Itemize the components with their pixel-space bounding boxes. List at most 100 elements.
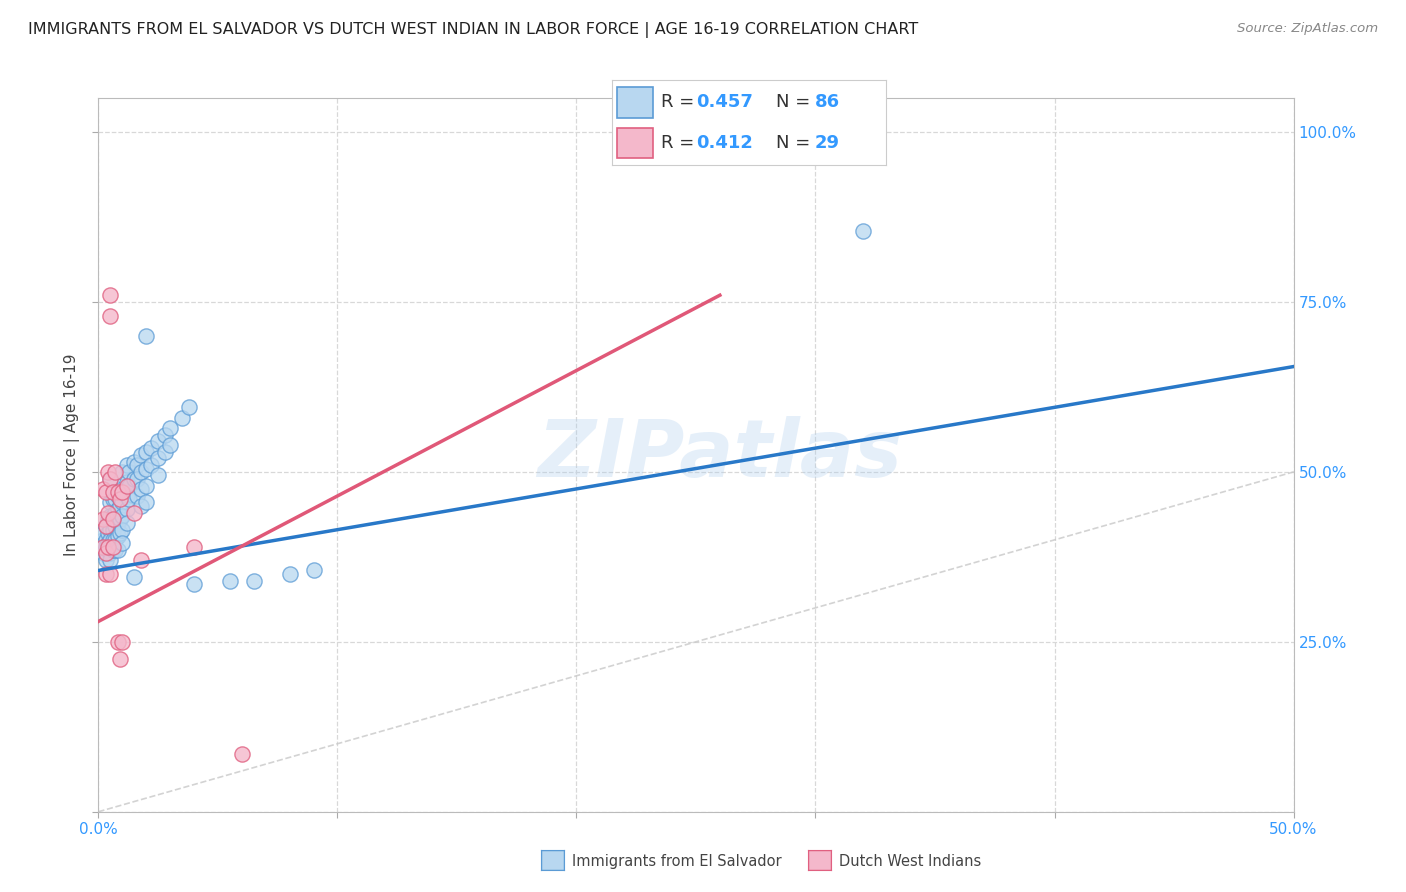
Point [131, 499, 153, 513]
Point [107, 516, 129, 530]
Point [108, 512, 131, 526]
Point [135, 444, 157, 458]
Point [148, 468, 170, 483]
Point [852, 224, 875, 238]
Point [159, 421, 181, 435]
Point [101, 509, 124, 524]
Bar [617, 128, 652, 158]
Point [111, 536, 134, 550]
Point [104, 533, 127, 547]
Point [155, 427, 177, 442]
Text: N =: N = [776, 134, 815, 152]
Point [94, 546, 117, 560]
Text: 0.457: 0.457 [696, 94, 754, 112]
Point [183, 540, 205, 554]
Point [94, 519, 117, 533]
Point [107, 543, 129, 558]
Point [115, 475, 138, 489]
Point [111, 635, 134, 649]
Point [101, 543, 124, 558]
Point [125, 489, 148, 503]
Point [107, 502, 129, 516]
Point [104, 519, 127, 533]
Text: 86: 86 [814, 94, 839, 112]
Point [131, 482, 153, 496]
Point [98, 540, 122, 554]
Point [101, 485, 124, 500]
Text: ZIPatlas: ZIPatlas [537, 416, 903, 494]
Point [107, 635, 129, 649]
Text: Source: ZipAtlas.com: Source: ZipAtlas.com [1237, 22, 1378, 36]
Point [172, 410, 194, 425]
Point [97, 465, 120, 479]
Point [108, 492, 131, 507]
Point [94, 546, 117, 560]
Point [135, 495, 157, 509]
Point [108, 526, 131, 541]
Point [131, 553, 153, 567]
Point [139, 441, 162, 455]
Point [107, 489, 129, 503]
Point [101, 523, 124, 537]
Point [94, 540, 117, 554]
Point [139, 458, 162, 472]
Point [98, 472, 122, 486]
Point [179, 401, 201, 415]
Point [135, 478, 157, 492]
Point [98, 546, 122, 560]
Point [124, 570, 146, 584]
Point [115, 458, 138, 472]
Point [98, 533, 122, 547]
Point [131, 465, 153, 479]
Point [104, 492, 127, 507]
Point [183, 577, 205, 591]
Point [91, 540, 114, 554]
Point [94, 566, 117, 581]
Point [125, 458, 148, 472]
Point [108, 485, 131, 500]
Point [115, 502, 138, 516]
Point [94, 519, 117, 533]
Point [94, 533, 117, 547]
Point [98, 495, 122, 509]
Point [98, 509, 122, 524]
Point [91, 533, 114, 547]
Point [118, 478, 141, 492]
Point [111, 523, 134, 537]
Point [243, 574, 266, 588]
Point [115, 489, 138, 503]
Point [219, 574, 242, 588]
Point [104, 543, 127, 558]
Text: R =: R = [661, 94, 700, 112]
Point [101, 540, 124, 554]
Text: 29: 29 [814, 134, 839, 152]
Point [97, 543, 120, 558]
Point [98, 288, 122, 302]
Point [107, 485, 129, 500]
Point [111, 509, 134, 524]
Point [91, 512, 114, 526]
Point [115, 478, 138, 492]
Point [124, 472, 146, 486]
Point [118, 492, 141, 507]
Point [101, 492, 124, 507]
Y-axis label: In Labor Force | Age 16-19: In Labor Force | Age 16-19 [63, 353, 80, 557]
Point [155, 444, 177, 458]
Point [148, 434, 170, 449]
Point [135, 329, 157, 343]
Point [124, 506, 146, 520]
Point [98, 523, 122, 537]
Point [135, 461, 157, 475]
Point [115, 516, 138, 530]
Point [231, 747, 253, 761]
Point [104, 506, 127, 520]
Point [131, 448, 153, 462]
Point [124, 455, 146, 469]
Text: Dutch West Indians: Dutch West Indians [839, 855, 981, 869]
Point [101, 512, 124, 526]
Point [97, 506, 120, 520]
Point [104, 465, 127, 479]
Point [98, 472, 122, 486]
Point [302, 564, 325, 578]
Point [91, 526, 114, 541]
